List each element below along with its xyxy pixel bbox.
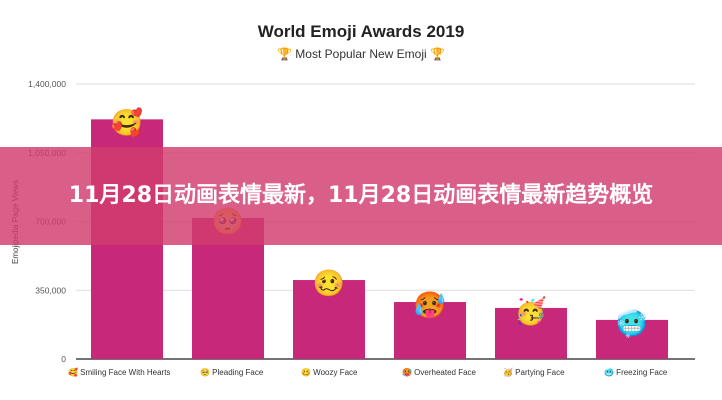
bar-emoji: 🥶 xyxy=(616,307,648,339)
chart-subtitle: 🏆 Most Popular New Emoji 🏆 xyxy=(277,47,445,61)
bar xyxy=(596,319,668,359)
x-tick-label: 🥳 Partying Face xyxy=(503,367,565,377)
x-tick-label: 🥰 Smiling Face With Hearts xyxy=(68,367,170,377)
bar xyxy=(293,280,365,359)
bar xyxy=(394,302,466,359)
overlay-banner: 11月28日动画表情最新，11月28日动画表情最新趋势概览 xyxy=(0,147,722,245)
bar-emoji: 🥳 xyxy=(515,295,547,326)
x-tick-label: 🥺 Pleading Face xyxy=(200,368,264,377)
bar xyxy=(495,307,567,359)
y-tick-label: 1,400,000 xyxy=(28,79,66,89)
banner-text: 11月28日动画表情最新，11月28日动画表情最新趋势概览 xyxy=(68,183,654,208)
x-tick-label: 🥴 Woozy Face xyxy=(301,368,358,377)
y-tick-label: 0 xyxy=(61,354,66,364)
x-tick-label: 🥶 Freezing Face xyxy=(604,367,668,377)
chart-title: World Emoji Awards 2019 xyxy=(257,22,465,41)
bar-emoji: 🥵 xyxy=(414,290,446,320)
y-tick-label: 350,000 xyxy=(35,285,66,295)
bar-emoji: 🥰 xyxy=(111,106,143,137)
bar-emoji: 🥴 xyxy=(313,268,345,298)
x-tick-label: 🥵 Overheated Face xyxy=(402,368,477,377)
